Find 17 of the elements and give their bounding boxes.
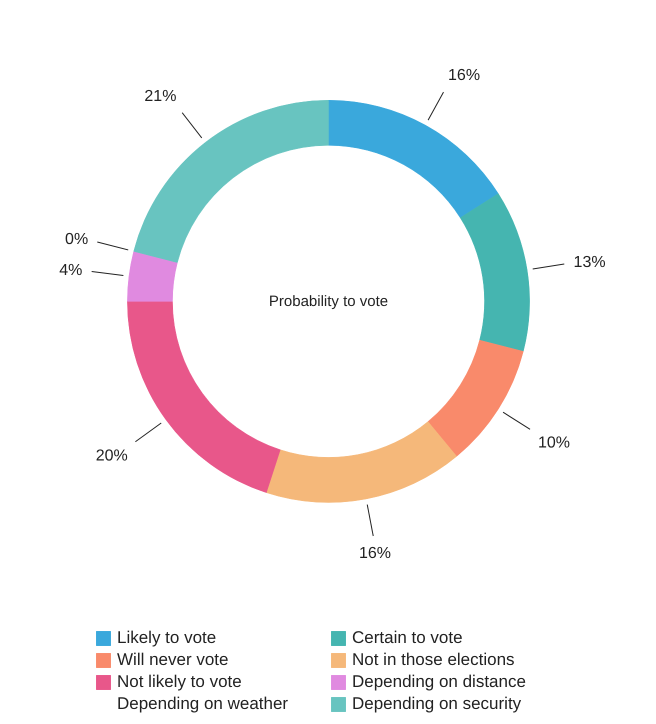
text: Probability to vote: [268, 292, 388, 310]
legend-label: Depending on security: [352, 694, 522, 714]
data-label: 16%: [448, 66, 480, 84]
data-label: 10%: [538, 434, 570, 452]
data-label: 4%: [59, 262, 82, 279]
data-label: 13%: [574, 254, 606, 272]
legend-label: Will never vote: [117, 650, 230, 670]
data-label: 21%: [144, 88, 176, 106]
legend-label: Depending on distance: [352, 672, 527, 692]
legend-label: Not likely to vote: [117, 672, 243, 692]
legend-label: Not in those elections: [352, 650, 516, 670]
text: 0%: [65, 231, 88, 248]
legend-label: Likely to vote: [117, 628, 218, 648]
category-label: Depending on weather: [117, 694, 288, 713]
data-label: 20%: [96, 447, 128, 464]
data-label: 16%: [358, 545, 392, 562]
legend-label: Certain to vote: [352, 628, 464, 648]
